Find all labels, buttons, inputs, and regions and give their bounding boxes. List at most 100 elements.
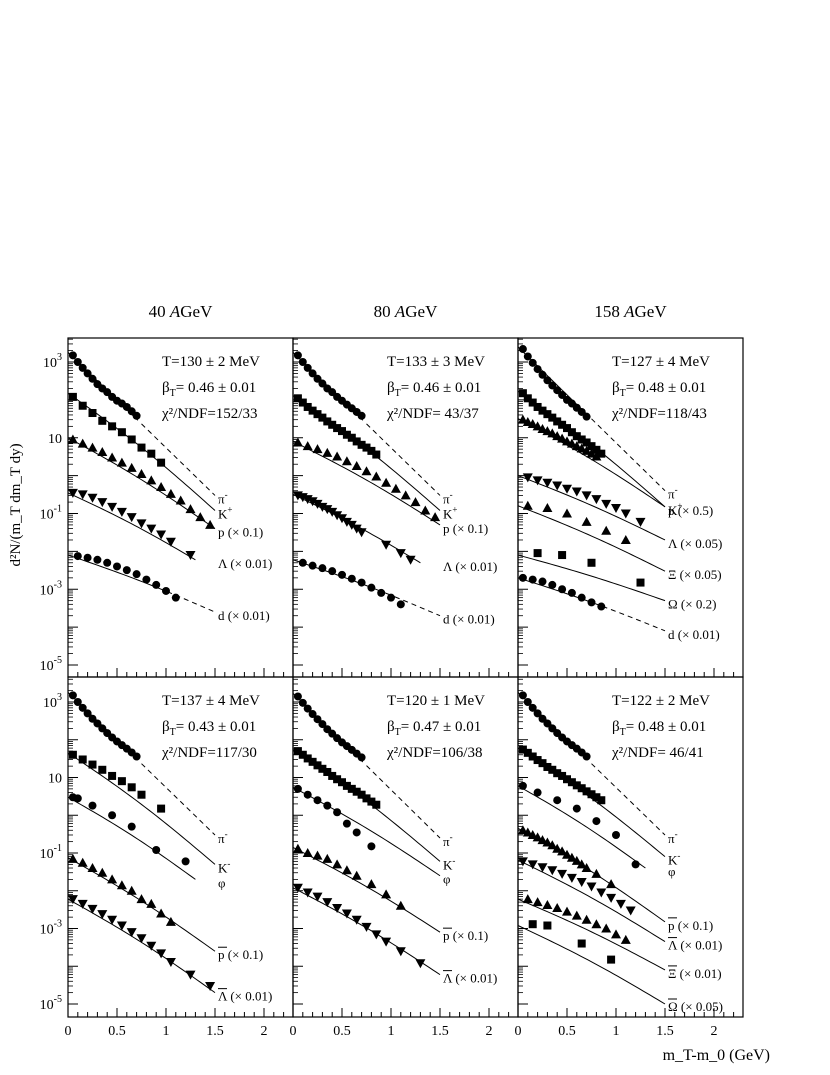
fit-curve-extrapolated <box>366 423 441 496</box>
data-point <box>611 503 621 513</box>
data-point <box>372 450 381 459</box>
data-point <box>430 512 441 522</box>
data-point <box>332 451 343 461</box>
fit-curve <box>292 440 441 526</box>
data-point <box>562 849 572 859</box>
data-point <box>592 445 601 454</box>
x-tick-label: 2 <box>711 1024 718 1039</box>
data-point <box>67 488 78 498</box>
series-K-: K- <box>67 750 230 875</box>
data-point <box>381 889 392 899</box>
data-point <box>322 447 333 457</box>
data-point <box>557 846 568 856</box>
data-point <box>547 840 558 850</box>
data-point <box>205 519 216 529</box>
series-K+: K+ <box>517 389 682 518</box>
data-point <box>68 351 77 360</box>
data-point <box>156 530 167 540</box>
data-point <box>147 449 156 458</box>
data-point <box>156 908 167 918</box>
y-tick-label: 10-1 <box>40 504 62 523</box>
data-point <box>136 469 147 479</box>
data-point <box>528 575 537 584</box>
data-point <box>538 577 547 586</box>
data-point <box>117 428 126 437</box>
data-point <box>116 921 127 931</box>
series-φ: φ <box>292 784 451 887</box>
fit-curve <box>67 492 196 561</box>
data-point <box>298 558 307 567</box>
series-label: p (× 0.1) <box>443 521 488 536</box>
data-point <box>352 787 361 796</box>
data-point <box>165 957 176 967</box>
series-π-: π- <box>517 345 678 502</box>
data-point <box>518 573 527 582</box>
data-point <box>615 899 626 909</box>
data-point <box>611 929 621 939</box>
series-p: p (× 0.1) <box>292 437 488 536</box>
data-point <box>357 753 366 762</box>
fit-curve <box>517 925 666 1005</box>
fit-curve <box>67 898 216 994</box>
x-tick-label: 2 <box>261 1024 268 1039</box>
data-point <box>322 505 333 515</box>
data-point <box>620 534 631 544</box>
data-point <box>548 580 557 589</box>
series-K-: K- <box>517 745 680 868</box>
data-point <box>313 715 322 724</box>
data-point <box>351 524 362 534</box>
data-point <box>113 562 121 571</box>
data-point <box>586 448 597 458</box>
data-point <box>558 420 567 429</box>
x-tick-label: 1.5 <box>656 1024 674 1039</box>
data-point <box>322 898 333 908</box>
data-point <box>538 759 547 768</box>
data-point <box>327 507 338 517</box>
data-point <box>591 919 602 929</box>
data-point <box>581 445 592 455</box>
fit-temperature: T=122 ± 2 MeV <box>612 693 710 709</box>
data-point <box>341 517 352 527</box>
series-Λ: Λ (× 0.05) <box>517 473 722 551</box>
data-point <box>68 392 77 401</box>
data-point <box>582 787 591 796</box>
data-point <box>313 796 322 805</box>
series-d: d (× 0.01) <box>292 558 495 627</box>
data-point <box>312 892 323 902</box>
data-point <box>357 578 366 587</box>
data-point <box>87 904 98 914</box>
fit-curve <box>517 785 646 869</box>
data-point <box>522 894 533 904</box>
fit-beta: βT= 0.46 ± 0.01 <box>162 380 256 399</box>
x-tick-label: 1 <box>613 1024 620 1039</box>
data-point <box>523 748 532 757</box>
series-label: d (× 0.01) <box>668 627 720 642</box>
energy-header-158: 158 AGeV <box>594 302 667 321</box>
x-axis-label: m_T-m_0 (GeV) <box>663 1047 770 1064</box>
data-point <box>552 902 563 912</box>
y-tick-label: 103 <box>43 692 62 711</box>
data-point <box>612 830 620 839</box>
data-point <box>146 898 157 908</box>
series-p̄: p (× 0.1) <box>67 853 263 962</box>
series-label: Λ (× 0.01) <box>218 556 272 571</box>
data-point <box>542 478 553 488</box>
data-point <box>323 801 332 810</box>
x-tick-label: 1 <box>163 1024 170 1039</box>
data-point <box>146 524 157 534</box>
data-point <box>328 420 337 429</box>
series-Λ̄: Λ (× 0.01) <box>292 883 497 986</box>
data-point <box>567 428 576 437</box>
data-point <box>381 937 392 947</box>
data-point <box>322 853 333 863</box>
data-point <box>346 520 357 530</box>
data-point <box>587 558 596 567</box>
data-point <box>78 401 87 410</box>
fit-curve <box>517 475 666 541</box>
data-point <box>591 495 602 505</box>
data-point <box>298 358 307 366</box>
data-point <box>352 828 361 837</box>
data-point <box>293 394 302 403</box>
series-label: π- <box>443 489 453 506</box>
